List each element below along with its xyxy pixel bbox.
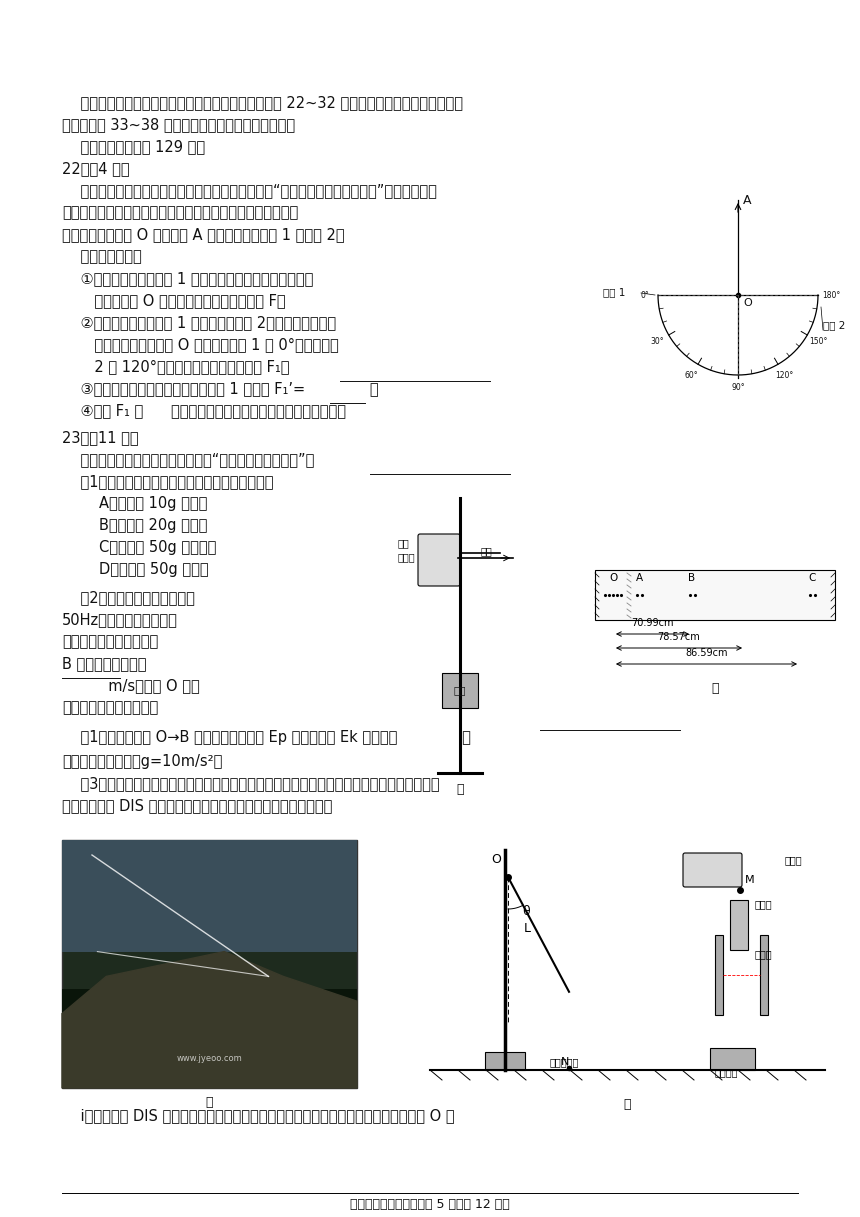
Text: B: B	[689, 573, 696, 583]
Text: O: O	[609, 573, 617, 583]
Text: （1）供实验选择的重物有以下四个，最优选择为: （1）供实验选择的重物有以下四个，最优选择为	[62, 473, 320, 489]
Text: 0°: 0°	[641, 291, 649, 299]
Bar	[715, 935, 723, 1015]
Text: ③根据力的平行四边形定则计算绳套 1 的拉力 F₁’=              ；: ③根据力的平行四边形定则计算绳套 1 的拉力 F₁’= ；	[62, 381, 378, 396]
Bar	[710, 1048, 755, 1070]
Text: 150°: 150°	[809, 337, 827, 346]
Text: D．质量为 50g 的钩码: D．质量为 50g 的钩码	[62, 562, 209, 577]
Text: 60°: 60°	[685, 371, 698, 380]
Text: 180°: 180°	[822, 291, 840, 299]
Text: A．质量为 10g 的砝码: A．质量为 10g 的砝码	[62, 497, 207, 511]
FancyBboxPatch shape	[418, 534, 460, 587]
Text: i．改进后的 DIS 实验装置结构简图如图丁所示，主要由光电门与轻质摆杆组成单摆绕 O 点: i．改进后的 DIS 实验装置结构简图如图丁所示，主要由光电门与轻质摆杆组成单摆…	[62, 1107, 455, 1123]
Text: 始速度为零的点，则根据: 始速度为零的点，则根据	[62, 700, 158, 716]
Text: O: O	[491, 853, 501, 867]
Text: （均保留两位小数，g=10m/s²）: （均保留两位小数，g=10m/s²）	[62, 755, 223, 769]
Text: m/s，已知 O 为初: m/s，已知 O 为初	[62, 678, 200, 692]
FancyBboxPatch shape	[595, 570, 835, 619]
Text: 丙: 丙	[206, 1097, 213, 1109]
Text: L: L	[524, 922, 531, 935]
Text: （3）研究小组的同学反思所做的实验后发现误差较大，操作也不便，于是在老师的指导下利: （3）研究小组的同学反思所做的实验后发现误差较大，操作也不便，于是在老师的指导下…	[62, 776, 439, 791]
Text: 重物: 重物	[454, 685, 466, 695]
Text: 使橡皮筋的结点达到 O 点，此时绳套 1 沿 0°方向，绳套: 使橡皮筋的结点达到 O 点，此时绳套 1 沿 0°方向，绳套	[62, 337, 339, 352]
Text: A: A	[743, 194, 752, 207]
Text: 打点: 打点	[398, 538, 409, 548]
Text: 50Hz，根据图乙所示纸带: 50Hz，根据图乙所示纸带	[62, 612, 178, 627]
Text: （1）可知重物从 O→B 重力势能的减少量 Ep 不完全等于 Ek 的原因是              。: （1）可知重物从 O→B 重力势能的减少量 Ep 不完全等于 Ek 的原因是 。	[62, 730, 471, 745]
Text: 纸带: 纸带	[480, 546, 492, 556]
Text: ①弹簧测力计挂在绳套 1 上竖直向下拉橡皮筋，使橡皮筋: ①弹簧测力计挂在绳套 1 上竖直向下拉橡皮筋，使橡皮筋	[62, 271, 313, 286]
Text: 的结点到达 O 点，记下弹簧测力计的示数 F；: 的结点到达 O 点，记下弹簧测力计的示数 F；	[62, 293, 286, 308]
Text: 23．（11 分）: 23．（11 分）	[62, 430, 138, 445]
Text: 丁: 丁	[624, 1098, 631, 1111]
Polygon shape	[62, 952, 357, 1088]
Text: 某实验小组用一只弹簧测力计和一个量角器等器材“验证力的平行四边形定则”，设计的实验: 某实验小组用一只弹簧测力计和一个量角器等器材“验证力的平行四边形定则”，设计的实…	[62, 183, 437, 198]
Text: B 点时重物的速度为: B 点时重物的速度为	[62, 656, 146, 671]
Text: 海绵止动阀: 海绵止动阀	[550, 1058, 580, 1067]
Bar	[760, 935, 768, 1015]
Text: 资阳一诊理科综合试卷第 5 页（共 12 页）: 资阳一诊理科综合试卷第 5 页（共 12 页）	[350, 1198, 510, 1211]
Text: 须作答。第 33~38 题为选考题，考生根据要求作答。: 须作答。第 33~38 题为选考题，考生根据要求作答。	[62, 117, 295, 131]
Text: 光电门: 光电门	[755, 949, 772, 959]
Text: 实验步骤如下：: 实验步骤如下：	[62, 249, 142, 264]
Bar	[730, 901, 748, 950]
Text: 绳套 2: 绳套 2	[823, 320, 845, 330]
Text: O: O	[743, 298, 752, 308]
Text: 30°: 30°	[651, 337, 664, 346]
Text: 装置如图。固定在竖直木板上的量角器直边水平，橡皮筋一端: 装置如图。固定在竖直木板上的量角器直边水平，橡皮筋一端	[62, 204, 298, 220]
Text: 遮光片: 遮光片	[755, 899, 772, 909]
Bar	[442, 673, 478, 708]
Text: 上的测量数据，可得出打: 上的测量数据，可得出打	[62, 634, 158, 649]
Text: C．质量为 50g 的塑料块: C．质量为 50g 的塑料块	[62, 540, 217, 555]
Text: 86.59cm: 86.59cm	[685, 647, 728, 658]
Text: （一）必考题（共 129 分）: （一）必考题（共 129 分）	[62, 139, 206, 155]
Text: 固定底座: 固定底座	[715, 1067, 739, 1077]
Text: 释放阀: 释放阀	[785, 856, 802, 865]
Bar	[62, 840, 357, 1088]
Text: M: M	[745, 875, 754, 885]
Text: 用图丙所示的 DIS 实验装置对验证机械能守恒定律实验进行改进。: 用图丙所示的 DIS 实验装置对验证机械能守恒定律实验进行改进。	[62, 798, 332, 813]
Text: ④比较 F₁ 与      的大小，即可初步验证力的平行四边形定则。: ④比较 F₁ 与 的大小，即可初步验证力的平行四边形定则。	[62, 403, 346, 417]
Bar	[62, 840, 357, 952]
Text: θ: θ	[522, 905, 530, 918]
Text: 70.99cm: 70.99cm	[631, 618, 673, 628]
Text: 78.57cm: 78.57cm	[658, 632, 700, 643]
Text: 90°: 90°	[731, 383, 745, 393]
Text: 22．（4 分）: 22．（4 分）	[62, 161, 130, 176]
Text: 甲: 甲	[457, 783, 464, 796]
Bar	[62, 988, 357, 1088]
FancyBboxPatch shape	[683, 853, 742, 887]
Text: N: N	[561, 1058, 569, 1067]
Text: （2）若打点计时器的频率是: （2）若打点计时器的频率是	[62, 590, 195, 605]
Text: C: C	[808, 573, 815, 583]
Text: 某研究小组用图甲所示的实验装置“验证机械能守恒定律”。: 某研究小组用图甲所示的实验装置“验证机械能守恒定律”。	[62, 452, 315, 467]
Bar	[485, 1051, 525, 1070]
Text: 绳套 1: 绳套 1	[603, 287, 625, 297]
Text: 计时器: 计时器	[398, 553, 415, 562]
Text: ②弹簧测力计挂在绳套 1 上，手拉着绳套 2，缓慢拉橡皮筋，: ②弹簧测力计挂在绳套 1 上，手拉着绳套 2，缓慢拉橡皮筋，	[62, 315, 336, 330]
Text: www.jyeoo.com: www.jyeoo.com	[176, 1054, 243, 1062]
Text: 三、非选择题：本卷包括必考题和选考题两部分。第 22~32 题为必考题，每个试题考生都必: 三、非选择题：本卷包括必考题和选考题两部分。第 22~32 题为必考题，每个试题…	[62, 95, 463, 110]
Text: B．质量为 20g 的木块: B．质量为 20g 的木块	[62, 518, 207, 533]
Text: 固定在量角器圆心 O 的正上方 A 点，另一端系绳套 1 和绳套 2。: 固定在量角器圆心 O 的正上方 A 点，另一端系绳套 1 和绳套 2。	[62, 228, 345, 242]
Text: 2 沿 120°方向，弹簧测力计的示数为 F₁；: 2 沿 120°方向，弹簧测力计的示数为 F₁；	[62, 359, 290, 374]
Text: A: A	[636, 573, 642, 583]
Text: 乙: 乙	[711, 682, 719, 695]
Text: 120°: 120°	[776, 371, 794, 380]
